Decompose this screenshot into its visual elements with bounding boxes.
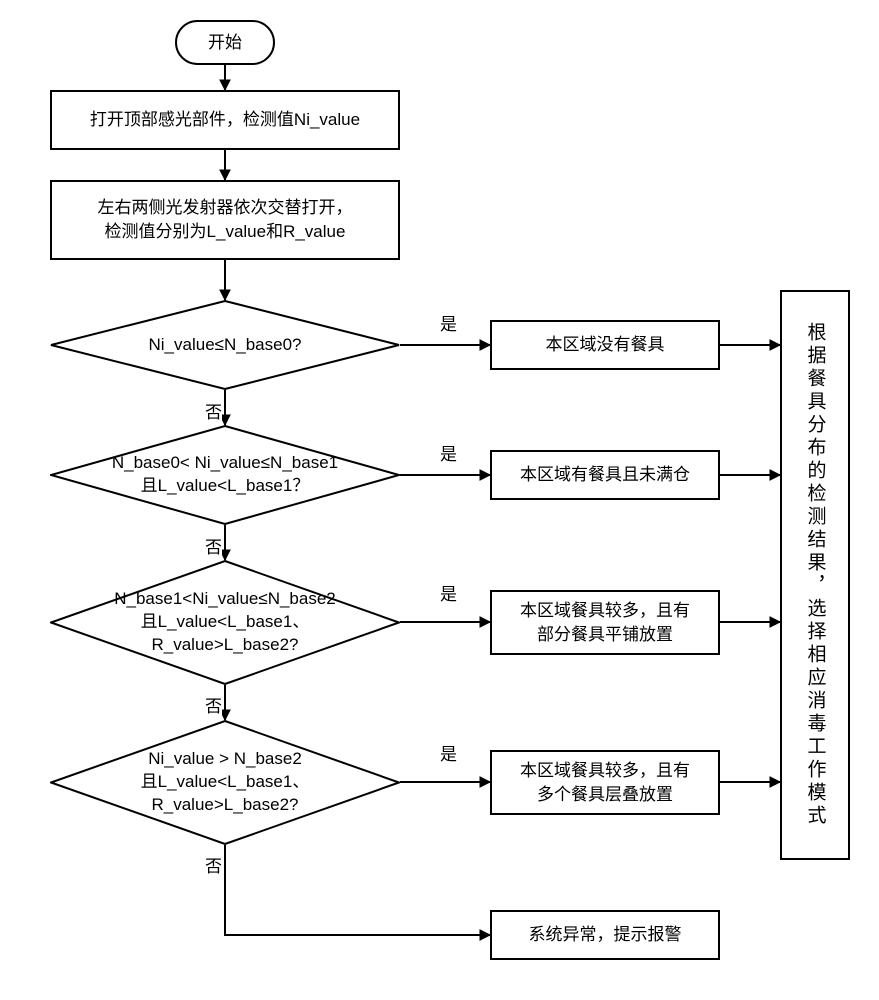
- node-r3: 本区域餐具较多，且有 部分餐具平铺放置: [490, 590, 720, 655]
- node-d1: Ni_value≤N_base0?: [50, 300, 400, 390]
- edge-label-2: 是: [440, 440, 457, 465]
- edge-label-7: 否: [205, 852, 222, 877]
- edge-label-6: 是: [440, 740, 457, 765]
- node-d4: Ni_value > N_base2 且L_value<L_base1、 R_v…: [50, 720, 400, 845]
- node-r5: 系统异常，提示报警: [490, 910, 720, 960]
- d1-text: Ni_value≤N_base0?: [50, 300, 400, 390]
- d4-text: Ni_value > N_base2 且L_value<L_base1、 R_v…: [50, 720, 400, 845]
- edge-label-5: 否: [205, 692, 222, 717]
- edge-label-0: 是: [440, 310, 457, 335]
- node-d3: N_base1<Ni_value≤N_base2 且L_value<L_base…: [50, 560, 400, 685]
- node-final: 根据餐具分布的检测结果，选择相应消毒工作模式: [780, 290, 850, 860]
- node-r4: 本区域餐具较多，且有 多个餐具层叠放置: [490, 750, 720, 815]
- node-p2: 左右两侧光发射器依次交替打开， 检测值分别为L_value和R_value: [50, 180, 400, 260]
- edge-label-3: 否: [205, 533, 222, 558]
- node-d2: N_base0< Ni_value≤N_base1 且L_value<L_bas…: [50, 425, 400, 525]
- node-p1: 打开顶部感光部件，检测值Ni_value: [50, 90, 400, 150]
- d2-text: N_base0< Ni_value≤N_base1 且L_value<L_bas…: [50, 425, 400, 525]
- node-r1: 本区域没有餐具: [490, 320, 720, 370]
- node-r2: 本区域有餐具且未满仓: [490, 450, 720, 500]
- d3-text: N_base1<Ni_value≤N_base2 且L_value<L_base…: [50, 560, 400, 685]
- edge-label-1: 否: [205, 398, 222, 423]
- edge-label-4: 是: [440, 580, 457, 605]
- node-start: 开始: [175, 20, 275, 65]
